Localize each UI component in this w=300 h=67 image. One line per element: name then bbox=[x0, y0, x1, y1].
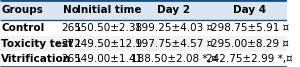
FancyBboxPatch shape bbox=[83, 36, 135, 51]
FancyBboxPatch shape bbox=[135, 0, 213, 20]
Text: Day 4: Day 4 bbox=[233, 5, 266, 15]
Text: 295.00±8.29 ¤: 295.00±8.29 ¤ bbox=[211, 39, 289, 49]
Text: Initial time: Initial time bbox=[76, 5, 141, 15]
Text: No: No bbox=[63, 5, 79, 15]
FancyBboxPatch shape bbox=[83, 0, 135, 20]
Text: 272: 272 bbox=[61, 39, 81, 49]
FancyBboxPatch shape bbox=[213, 36, 287, 51]
Text: 149.00±1.41: 149.00±1.41 bbox=[75, 54, 143, 64]
FancyBboxPatch shape bbox=[0, 51, 59, 67]
FancyBboxPatch shape bbox=[135, 20, 213, 36]
FancyBboxPatch shape bbox=[213, 20, 287, 36]
Text: 265: 265 bbox=[61, 54, 81, 64]
FancyBboxPatch shape bbox=[213, 51, 287, 67]
FancyBboxPatch shape bbox=[213, 0, 287, 20]
Text: 265: 265 bbox=[61, 23, 81, 33]
Text: Control: Control bbox=[2, 23, 45, 33]
Text: Vitrification: Vitrification bbox=[2, 54, 72, 64]
FancyBboxPatch shape bbox=[83, 20, 135, 36]
FancyBboxPatch shape bbox=[0, 20, 59, 36]
Text: 242.75±2.99 *,¤: 242.75±2.99 *,¤ bbox=[206, 54, 293, 64]
Text: Toxicity test: Toxicity test bbox=[2, 39, 74, 49]
FancyBboxPatch shape bbox=[0, 36, 59, 51]
FancyBboxPatch shape bbox=[0, 0, 59, 20]
Text: 197.75±4.57 ¤: 197.75±4.57 ¤ bbox=[135, 39, 213, 49]
Text: 298.75±5.91 ¤: 298.75±5.91 ¤ bbox=[211, 23, 289, 33]
Text: 188.50±2.08 *,¤: 188.50±2.08 *,¤ bbox=[130, 54, 217, 64]
FancyBboxPatch shape bbox=[59, 20, 83, 36]
Text: Day 2: Day 2 bbox=[157, 5, 190, 15]
Text: Groups: Groups bbox=[2, 5, 43, 15]
FancyBboxPatch shape bbox=[59, 51, 83, 67]
FancyBboxPatch shape bbox=[83, 51, 135, 67]
Text: 150.50±2.38: 150.50±2.38 bbox=[75, 23, 143, 33]
FancyBboxPatch shape bbox=[135, 51, 213, 67]
FancyBboxPatch shape bbox=[59, 36, 83, 51]
FancyBboxPatch shape bbox=[135, 36, 213, 51]
Text: 149.50±12.9: 149.50±12.9 bbox=[75, 39, 143, 49]
FancyBboxPatch shape bbox=[59, 0, 83, 20]
Text: 199.25±4.03 ¤: 199.25±4.03 ¤ bbox=[135, 23, 213, 33]
